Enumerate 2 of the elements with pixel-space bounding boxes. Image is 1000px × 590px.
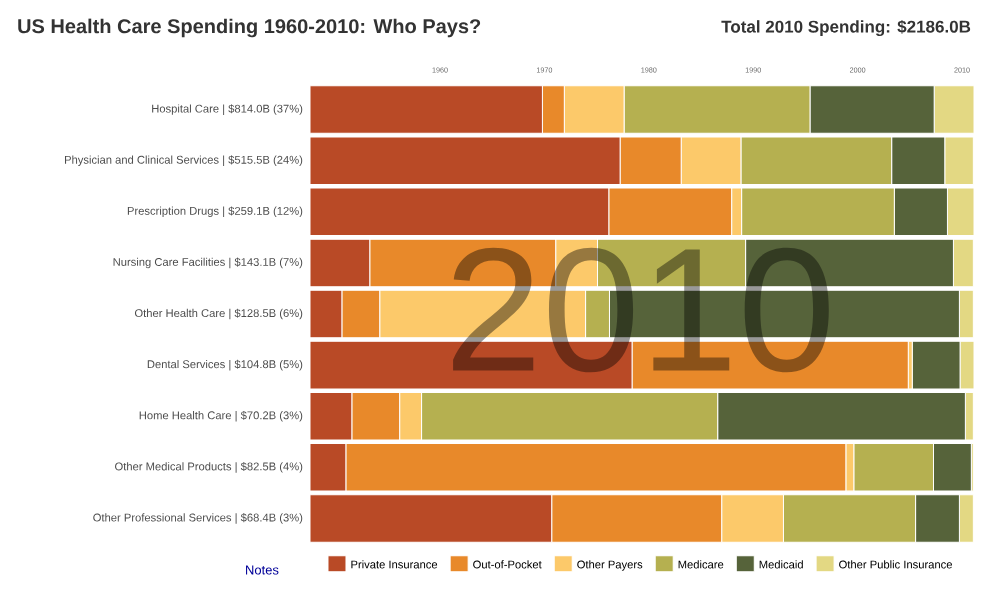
chart-subtitle: Total 2010 Spending: $2186.0B xyxy=(721,19,971,37)
chart-title: US Health Care Spending 1960-2010: Who Pays? xyxy=(18,18,481,38)
